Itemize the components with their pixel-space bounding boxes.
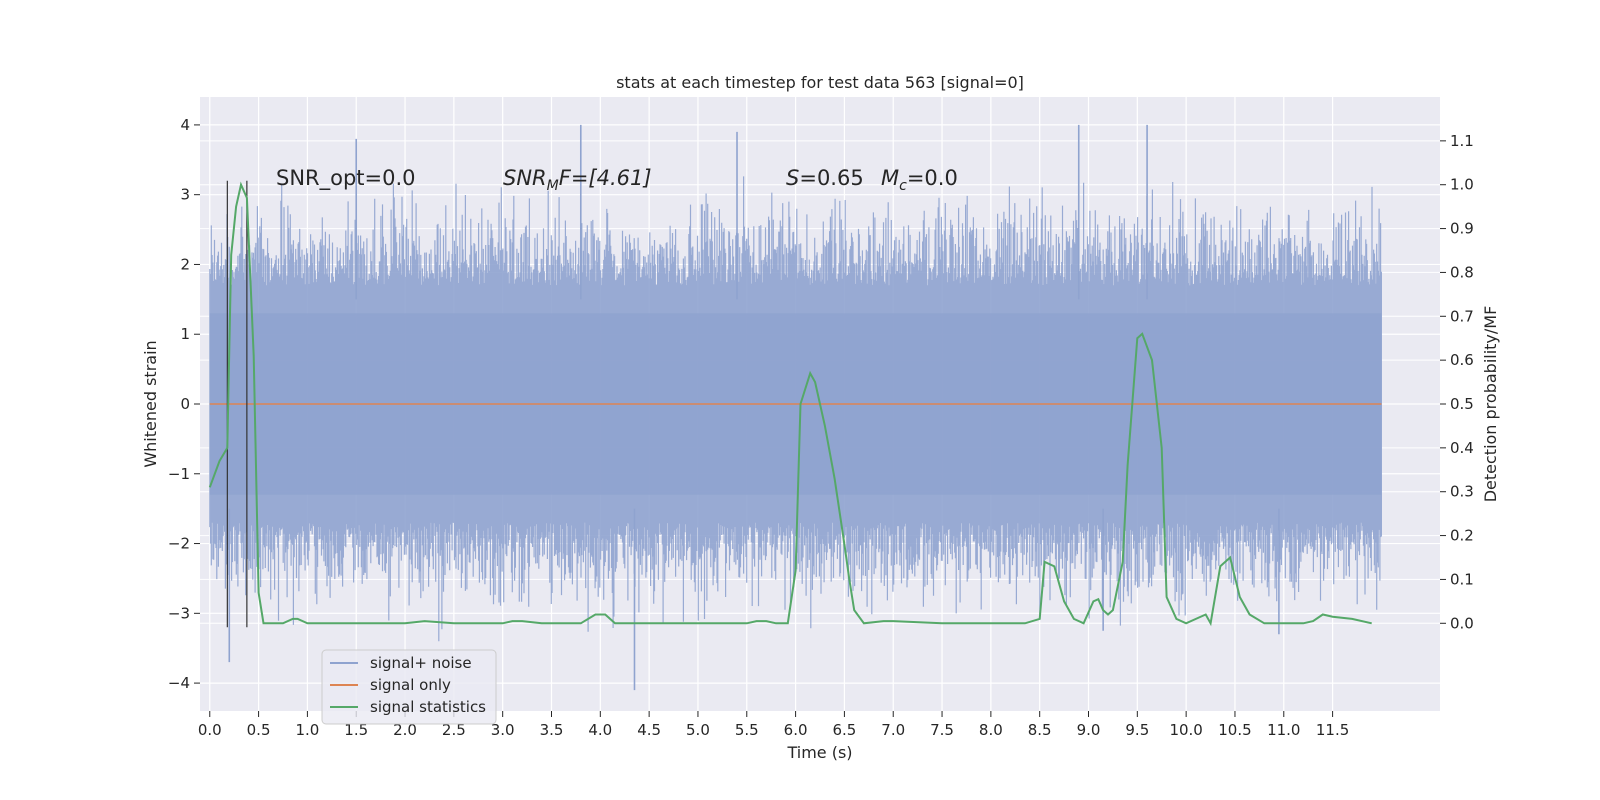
x-tick-label: 0.0 bbox=[198, 721, 222, 739]
y2-tick-label: 0.0 bbox=[1450, 614, 1474, 632]
annotation-s: S=0.65 bbox=[786, 166, 864, 190]
y2-tick-label: 0.6 bbox=[1450, 351, 1474, 369]
x-tick-label: 1.0 bbox=[295, 721, 319, 739]
x-tick-label: 4.5 bbox=[637, 721, 661, 739]
snr-mf-suffix-f: F=[4.61] bbox=[559, 166, 652, 190]
x-tick-label: 7.0 bbox=[881, 721, 905, 739]
x-tick-label: 11.0 bbox=[1267, 721, 1300, 739]
x-tick-label: 11.5 bbox=[1316, 721, 1349, 739]
y-tick-label: −3 bbox=[168, 604, 190, 622]
y2-tick-label: 0.9 bbox=[1450, 220, 1474, 238]
y-axis-label: Whitened strain bbox=[141, 340, 160, 467]
y2-axis-label: Detection probability/MF bbox=[1481, 306, 1500, 503]
s-symbol: S bbox=[786, 166, 799, 190]
y2-tick-label: 0.7 bbox=[1450, 307, 1474, 325]
y-tick-label: −1 bbox=[168, 465, 190, 483]
x-tick-label: 6.0 bbox=[784, 721, 808, 739]
annotation-snr-opt: SNR_opt=0.0 bbox=[276, 166, 416, 191]
mc-symbol: M bbox=[881, 166, 899, 190]
y2-tick-label: 1.1 bbox=[1450, 132, 1474, 150]
x-tick-label: 8.5 bbox=[1028, 721, 1052, 739]
snr-mf-sub: M bbox=[547, 178, 559, 194]
annotation-mc: Mc=0.0 bbox=[881, 166, 958, 194]
y2-tick-label: 0.3 bbox=[1450, 483, 1474, 501]
x-tick-label: 9.0 bbox=[1077, 721, 1101, 739]
x-tick-label: 10.5 bbox=[1218, 721, 1251, 739]
chart-title: stats at each timestep for test data 563… bbox=[616, 73, 1024, 92]
y-tick-label: 0 bbox=[180, 395, 190, 413]
y2-tick-label: 0.8 bbox=[1450, 263, 1474, 281]
y2-tick-label: 0.4 bbox=[1450, 439, 1474, 457]
y2-tick-label: 0.5 bbox=[1450, 395, 1474, 413]
snr-mf-prefix: SNR bbox=[503, 166, 547, 190]
x-tick-label: 8.0 bbox=[979, 721, 1003, 739]
x-tick-label: 4.0 bbox=[588, 721, 612, 739]
legend-box bbox=[321, 649, 497, 725]
signal-noise-spikes bbox=[209, 176, 1382, 642]
legend-label-signal-only: signal only bbox=[370, 676, 451, 694]
x-tick-label: 0.5 bbox=[247, 721, 271, 739]
y2-tick-label: 0.2 bbox=[1450, 527, 1474, 545]
s-value: =0.65 bbox=[799, 166, 863, 190]
y2-tick-label: 0.1 bbox=[1450, 570, 1474, 588]
x-tick-label: 2.0 bbox=[393, 721, 417, 739]
x-tick-label: 10.0 bbox=[1169, 721, 1202, 739]
y2-tick-label: 1.0 bbox=[1450, 176, 1474, 194]
x-tick-label: 1.5 bbox=[344, 721, 368, 739]
legend: signal+ noise signal only signal statist… bbox=[321, 649, 497, 725]
y-tick-label: 3 bbox=[180, 186, 190, 204]
mc-sub: c bbox=[899, 178, 907, 194]
left-y-axis: 4 3 2 1 0 −1 −2 −3 −4 bbox=[168, 116, 200, 692]
y-tick-label: 1 bbox=[180, 325, 190, 343]
y-tick-label: −2 bbox=[168, 535, 190, 553]
x-tick-label: 6.5 bbox=[832, 721, 856, 739]
y-tick-label: −4 bbox=[168, 674, 190, 692]
x-axis: 0.0 0.5 1.0 1.5 2.0 2.5 3.0 3.5 4.0 4.5 5.0 5.5 6.0 6… bbox=[198, 711, 1349, 739]
x-tick-label: 3.5 bbox=[540, 721, 564, 739]
annotation-snr-mf: SNRMF=[4.61] bbox=[503, 166, 652, 194]
signal-noise-peaks bbox=[228, 124, 1280, 691]
x-tick-label: 5.0 bbox=[686, 721, 710, 739]
x-tick-label: 9.5 bbox=[1125, 721, 1149, 739]
x-tick-label: 5.5 bbox=[735, 721, 759, 739]
signal-statistics-line bbox=[208, 181, 1372, 627]
mc-value: =0.0 bbox=[907, 166, 958, 190]
y-tick-label: 4 bbox=[180, 116, 190, 134]
right-y-axis: 1.1 1.0 0.9 0.8 0.7 0.6 0.5 0.4 0.3 0.2 0.1 0.0 bbox=[1440, 132, 1474, 632]
legend-label-signal-noise: signal+ noise bbox=[370, 654, 472, 672]
x-tick-label: 2.5 bbox=[442, 721, 466, 739]
legend-label-signal-statistics: signal statistics bbox=[370, 698, 486, 716]
x-tick-label: 7.5 bbox=[930, 721, 954, 739]
x-axis-label: Time (s) bbox=[786, 743, 852, 762]
y-tick-label: 2 bbox=[180, 255, 190, 273]
x-tick-label: 3.0 bbox=[491, 721, 515, 739]
